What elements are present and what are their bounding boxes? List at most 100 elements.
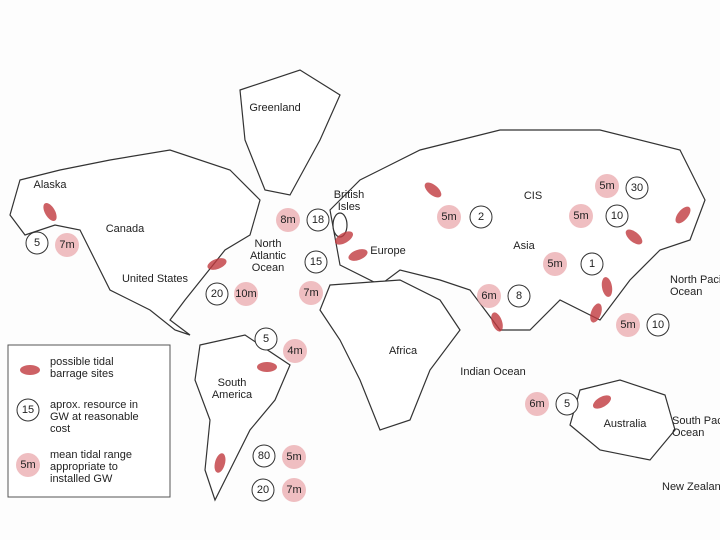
range-value: 6m	[481, 290, 496, 302]
range-spot	[543, 252, 567, 276]
range-spot	[282, 478, 306, 502]
range-spot	[569, 204, 593, 228]
range-spot	[477, 284, 501, 308]
region-label: Greenland	[249, 102, 300, 114]
region-label: Canada	[106, 223, 145, 235]
range-spot	[55, 233, 79, 257]
barrage-site	[625, 229, 643, 245]
barrage-site	[348, 249, 368, 261]
resource-circle	[625, 176, 649, 200]
region-label: North	[255, 238, 282, 250]
range-spot	[282, 445, 306, 469]
resource-circle	[251, 478, 275, 502]
range-value: 5m	[620, 319, 635, 331]
resource-value: 20	[257, 484, 269, 496]
region-label: Isles	[338, 201, 361, 213]
range-value: 8m	[280, 214, 295, 226]
resource-value: 20	[211, 288, 223, 300]
resource-circle	[304, 250, 328, 274]
resource-circle	[469, 205, 493, 229]
barrage-site	[334, 231, 354, 245]
range-spot	[595, 174, 619, 198]
resource-circle	[25, 231, 49, 255]
legend-text: GW at reasonable	[50, 411, 139, 423]
legend-text: installed GW	[50, 473, 113, 485]
barrage-site	[590, 303, 602, 323]
resource-value: 15	[22, 404, 34, 416]
range-value: 10m	[235, 288, 256, 300]
region-label: Ocean	[670, 286, 702, 298]
resource-value: 80	[258, 450, 270, 462]
resource-value: 5	[34, 237, 40, 249]
range-value: 5m	[441, 211, 456, 223]
resource-value: 30	[631, 182, 643, 194]
range-spot	[525, 392, 549, 416]
resource-value: 5	[564, 398, 570, 410]
region-label: New Zealand	[662, 481, 720, 493]
range-value: 6m	[529, 398, 544, 410]
range-spot	[299, 281, 323, 305]
region-label: America	[212, 389, 253, 401]
region-label: Europe	[370, 245, 405, 257]
range-spot	[616, 313, 640, 337]
resource-circle	[580, 252, 604, 276]
africa	[319, 279, 461, 431]
resource-value: 2	[478, 211, 484, 223]
range-value: 5m	[573, 210, 588, 222]
resource-circle	[605, 204, 629, 228]
region-label: Asia	[513, 240, 535, 252]
region-label: British	[334, 189, 365, 201]
range-value: 7m	[286, 484, 301, 496]
region-label: Indian Ocean	[460, 366, 525, 378]
range-value: 5m	[599, 180, 614, 192]
region-label: North Pacific	[670, 274, 720, 286]
resource-circle	[205, 282, 229, 306]
greenland	[239, 69, 341, 196]
region-label: South Pacific	[672, 415, 720, 427]
legend-text: mean tidal range	[50, 449, 132, 461]
barrage-site	[43, 202, 57, 222]
legend-text: aprox. resource in	[50, 399, 138, 411]
resource-value: 10	[652, 319, 664, 331]
resource-circle	[507, 284, 531, 308]
barrage-site	[424, 182, 442, 198]
resource-value: 18	[312, 214, 324, 226]
region-label: CIS	[524, 190, 542, 202]
resource-value: 10	[611, 210, 623, 222]
region-label: United States	[122, 273, 189, 285]
range-spot	[437, 205, 461, 229]
resource-circle	[646, 313, 670, 337]
barrage-site	[207, 258, 227, 270]
range-spot	[234, 282, 258, 306]
legend-text: appropriate to	[50, 461, 118, 473]
barrage-site	[491, 312, 503, 332]
resource-value: 8	[516, 290, 522, 302]
region-label: South	[218, 377, 247, 389]
resource-value: 5	[263, 333, 269, 345]
region-label: Atlantic	[250, 250, 287, 262]
range-value: 7m	[59, 239, 74, 251]
australia	[569, 379, 676, 461]
resource-value: 1	[589, 258, 595, 270]
range-spot	[276, 208, 300, 232]
barrage-site	[601, 277, 613, 297]
legend-text: possible tidal	[50, 356, 114, 368]
barrage-site	[257, 362, 277, 372]
range-spot	[283, 339, 307, 363]
region-label: Ocean	[672, 427, 704, 439]
region-label: Ocean	[252, 262, 284, 274]
region-label: Alaska	[33, 179, 67, 191]
region-label: Africa	[389, 345, 418, 357]
barrage-site	[20, 365, 40, 375]
range-value: 5m	[547, 258, 562, 270]
legend-text: barrage sites	[50, 368, 114, 380]
barrage-site	[675, 206, 691, 224]
resource-circle	[252, 444, 276, 468]
resource-circle	[16, 398, 40, 422]
range-value: 4m	[287, 345, 302, 357]
resource-value: 15	[310, 256, 322, 268]
range-value: 7m	[303, 287, 318, 299]
range-value: 5m	[20, 459, 35, 471]
